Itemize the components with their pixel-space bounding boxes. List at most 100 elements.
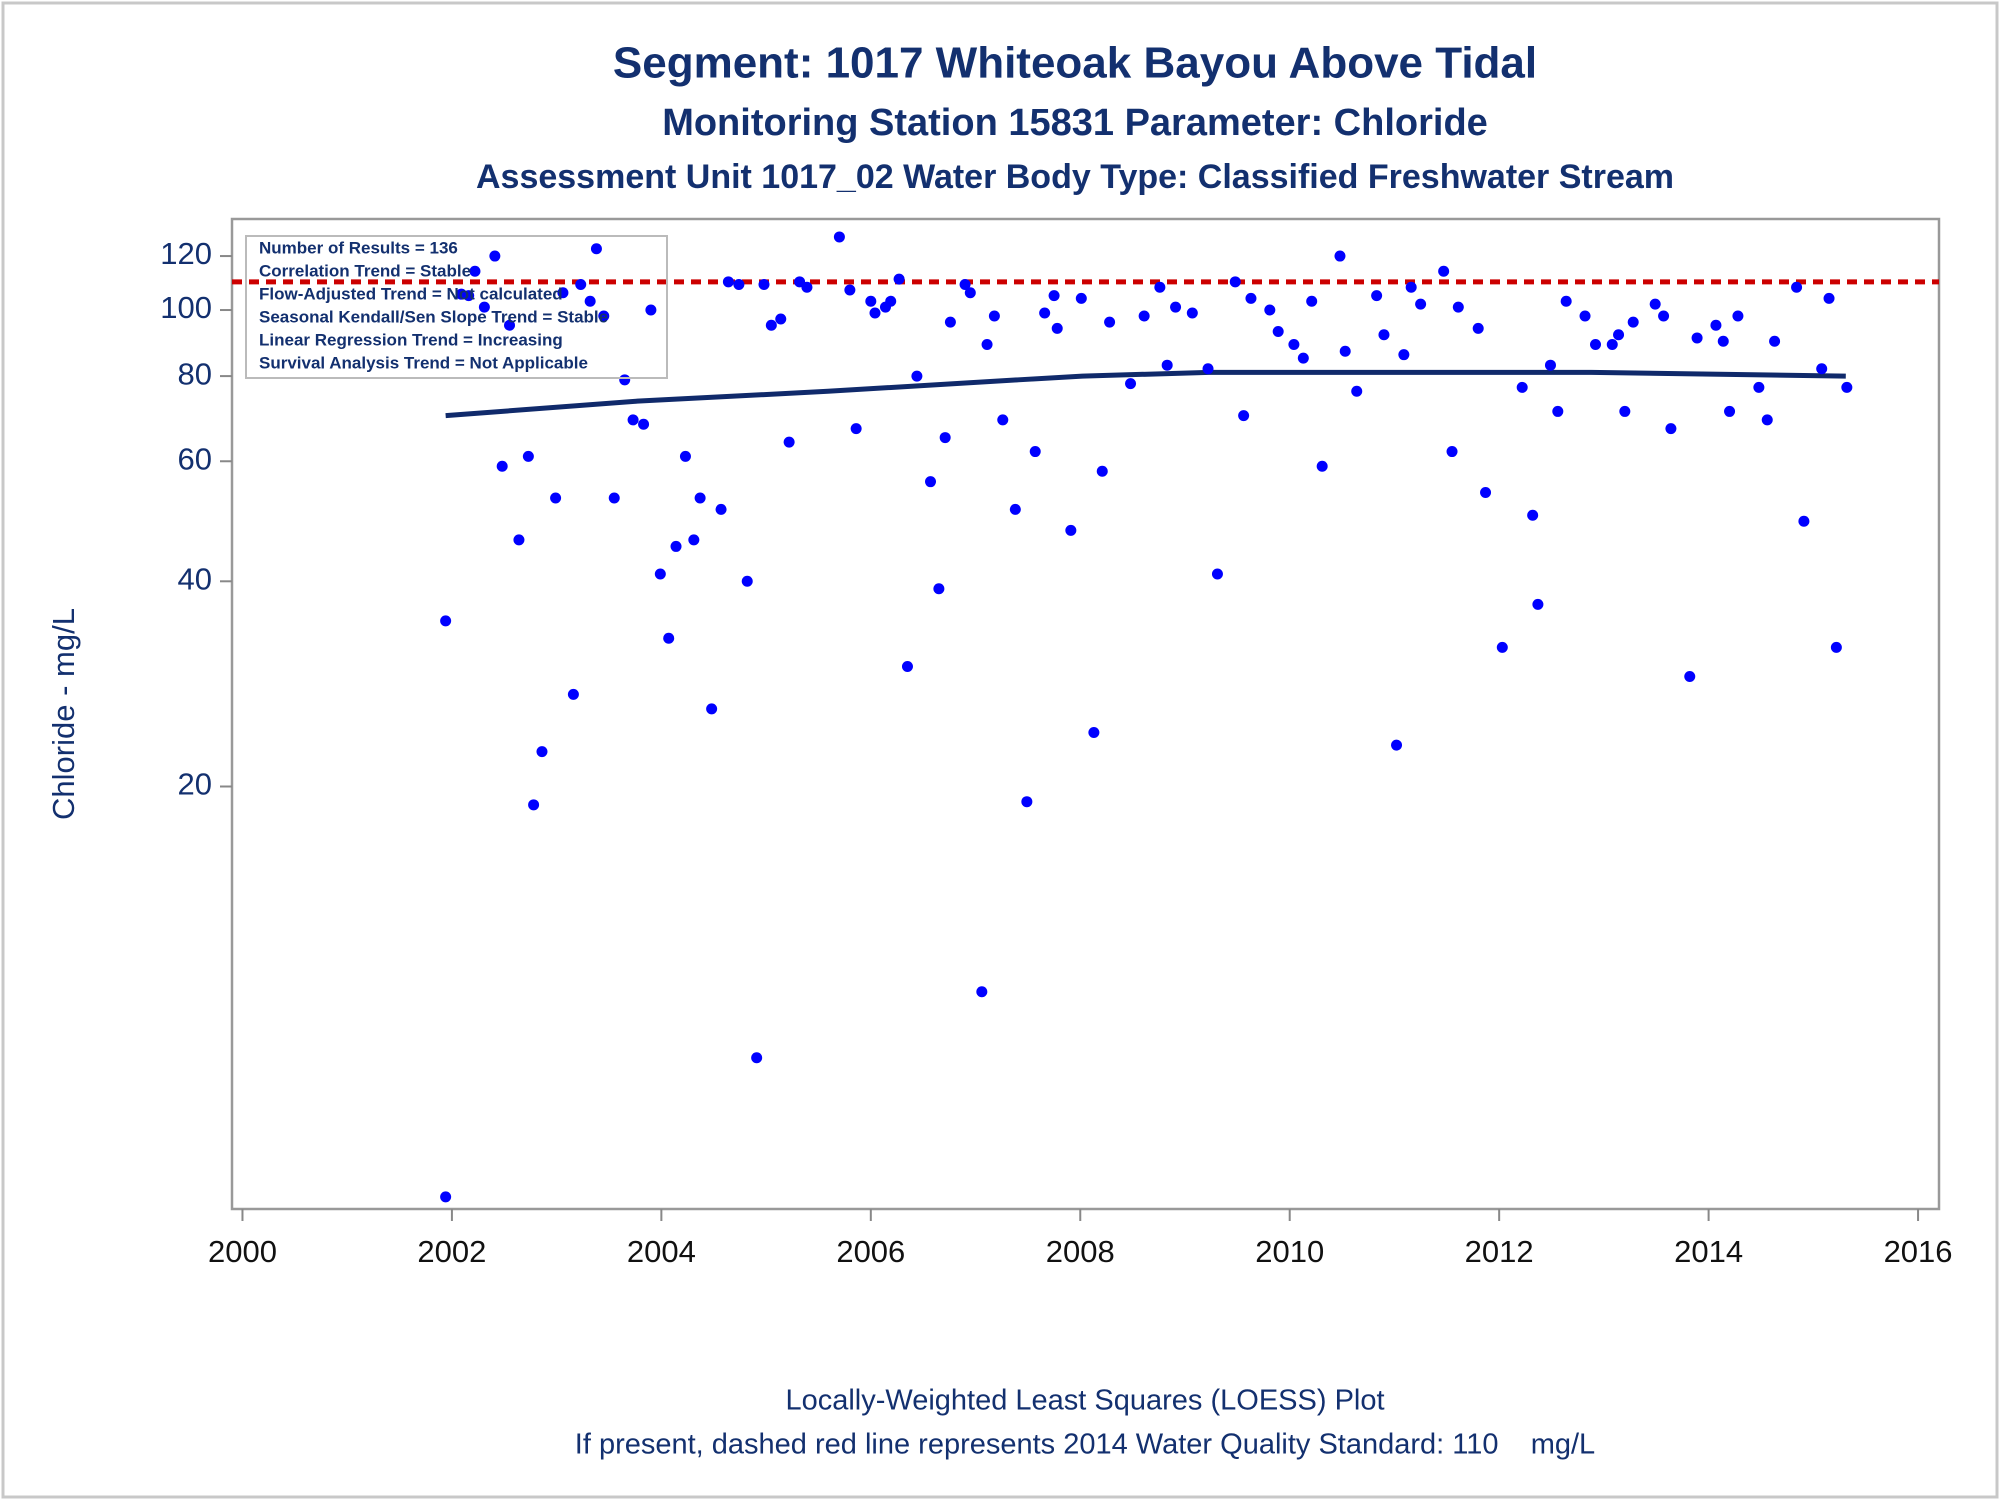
data-point [513,534,525,546]
data-point [1229,276,1241,288]
annotation: Seasonal Kendall/Sen Slope Trend = Stabl… [259,307,608,326]
annotation: Correlation Trend = Stable [259,261,471,280]
footnote: Locally-Weighted Least Squares (LOESS) P… [785,1385,1384,1417]
data-point [1065,524,1077,536]
data-point [1048,290,1060,302]
data-point [783,436,795,448]
data-point [1516,381,1528,393]
chart-subtitle: Monitoring Station 15831 Parameter: Chlo… [662,102,1488,144]
data-point [765,319,777,331]
data-point [911,370,923,382]
data-point [1096,465,1108,477]
data-point [463,290,475,302]
data-point [645,304,657,316]
data-point [901,660,913,672]
data-point [1009,503,1021,515]
data-point [715,503,727,515]
y-tick-label: 80 [178,356,212,391]
data-point [706,703,718,715]
x-tick-label: 2010 [1255,1234,1324,1269]
data-point [567,688,579,700]
y-tick-label: 40 [178,561,212,596]
data-point [1841,381,1853,393]
data-point [1527,509,1539,521]
data-point [964,287,976,299]
data-point [1710,319,1722,331]
data-point [1154,281,1166,293]
data-point [933,583,945,595]
data-point [944,316,956,328]
data-point [1202,363,1214,375]
footnote: If present, dashed red line represents 2… [575,1429,1595,1461]
x-tick-label: 2006 [836,1234,905,1269]
data-point [1472,322,1484,334]
data-point [1627,316,1639,328]
data-point [489,250,501,262]
y-tick-label: 120 [160,236,212,271]
data-point [1391,739,1403,751]
data-point [627,414,639,426]
data-point [1724,405,1736,417]
data-point [1088,727,1100,739]
data-point [1532,598,1544,610]
data-point [1238,410,1250,422]
data-point [1288,339,1300,351]
data-point [590,243,602,255]
data-point [1211,568,1223,580]
data-point [663,632,675,644]
data-point [608,492,620,504]
data-point [722,276,734,288]
data-point [1816,363,1828,375]
data-point [522,450,534,462]
data-point [833,231,845,243]
data-point [976,986,988,998]
data-point [1619,405,1631,417]
x-tick-label: 2012 [1465,1234,1534,1269]
data-point [775,313,787,325]
x-tick-label: 2016 [1884,1234,1953,1269]
data-point [1691,332,1703,344]
data-point [988,310,1000,322]
x-tick-label: 2014 [1674,1234,1743,1269]
data-point [1398,349,1410,361]
x-tick-label: 2008 [1046,1234,1115,1269]
chart-subtitle: Assessment Unit 1017_02 Water Body Type:… [476,158,1674,196]
data-point [1405,281,1417,293]
y-tick-label: 60 [178,441,212,476]
data-point [1272,326,1284,338]
data-point [1415,298,1427,310]
data-point [1446,446,1458,458]
data-point [885,295,897,307]
data-point [758,279,770,291]
data-point [496,460,508,472]
data-point [1798,515,1810,527]
data-point [1125,378,1137,390]
data-point [1658,310,1670,322]
data-point [1186,307,1198,319]
data-point [1051,322,1063,334]
data-point [1480,486,1492,498]
data-point [925,476,937,488]
annotation-box [245,235,668,379]
data-point [1590,339,1602,351]
data-point [575,279,587,291]
data-point [1297,352,1309,364]
data-point [1306,295,1318,307]
data-point [654,568,666,580]
data-point [1452,301,1464,313]
data-point [679,450,691,462]
data-point [1339,345,1351,357]
data-point [981,339,993,351]
data-point [733,279,745,291]
y-axis-label: Chloride - mg/L [46,608,81,820]
data-point [1606,339,1618,351]
data-point [1029,446,1041,458]
data-point [469,265,481,277]
data-point [598,310,610,322]
data-point [865,295,877,307]
data-point [1138,310,1150,322]
data-point [1649,298,1661,310]
data-point [1753,381,1765,393]
